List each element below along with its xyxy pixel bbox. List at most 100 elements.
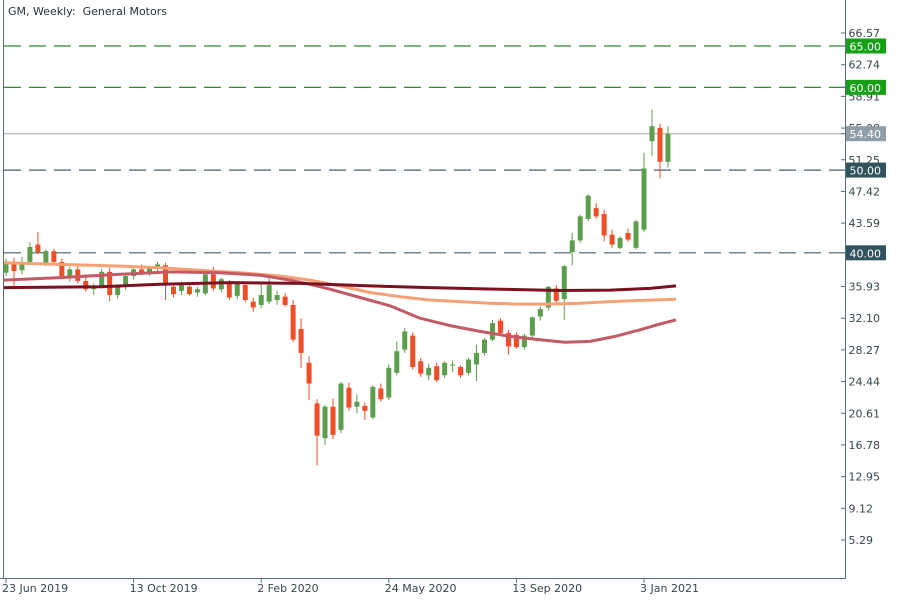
candle-down	[170, 283, 176, 298]
current-price-badge[interactable]: 54.40	[841, 126, 886, 142]
y-tick-label: 24.44	[849, 376, 881, 389]
candle-down	[497, 318, 503, 335]
svg-text:54.40: 54.40	[850, 128, 882, 141]
candle-down	[51, 248, 57, 265]
level-price-badge[interactable]: 40.00	[841, 245, 886, 261]
candle-up	[19, 256, 25, 275]
price-badges-layer[interactable]: 65.00 60.00 54.40 50.00 40.00	[841, 38, 886, 261]
candle-up	[665, 126, 671, 168]
candle-up	[482, 338, 487, 356]
candle-down	[290, 299, 296, 343]
candle-up	[322, 405, 328, 445]
price-levels-layer[interactable]	[4, 45, 846, 254]
candle-up	[577, 214, 583, 243]
candle-up	[489, 319, 495, 342]
candle-up	[466, 357, 472, 376]
candle-up	[370, 385, 376, 420]
ma-salmon-line[interactable]	[3, 261, 677, 306]
candle-down	[250, 297, 256, 312]
y-tick-label: 16.78	[849, 439, 881, 452]
candle-up	[123, 273, 129, 291]
ma-rose-line[interactable]	[3, 270, 677, 344]
level-price-badge[interactable]: 50.00	[841, 162, 886, 178]
level-price-badge[interactable]: 65.00	[841, 38, 886, 54]
y-tick-label: 20.61	[849, 407, 881, 420]
candle-up	[386, 364, 392, 401]
candle-down	[346, 382, 352, 411]
candle-down	[609, 229, 615, 248]
candle-down	[298, 318, 304, 368]
candle-down	[434, 362, 440, 382]
ma-maroon	[3, 281, 677, 292]
candle-up	[450, 360, 456, 372]
candle-up	[585, 194, 591, 222]
x-tick-label: 3 Jan 2021	[640, 582, 699, 595]
x-tick-label: 13 Oct 2019	[130, 582, 198, 595]
candle-up	[218, 277, 224, 293]
candle-down	[59, 258, 65, 280]
candle-down	[553, 285, 559, 303]
candle-up	[234, 281, 240, 300]
svg-text:40.00: 40.00	[850, 247, 882, 260]
candle-down	[505, 329, 511, 355]
candle-down	[75, 266, 81, 284]
y-tick-label: 62.74	[849, 59, 881, 72]
candle-up	[569, 232, 575, 266]
candle-up	[617, 236, 623, 250]
candle-down	[282, 293, 288, 307]
ma-rose	[3, 270, 677, 344]
level-price-badge[interactable]: 60.00	[841, 79, 886, 95]
candle-up	[442, 361, 448, 378]
candle-up	[394, 341, 400, 376]
candle-down	[378, 383, 384, 402]
candle-up	[338, 381, 344, 434]
candle-up	[426, 363, 432, 381]
candle-down	[314, 399, 320, 466]
candle-up	[641, 152, 647, 233]
svg-text:60.00: 60.00	[850, 82, 882, 95]
candle-down	[593, 203, 599, 219]
candle-down	[410, 332, 416, 370]
y-tick-label: 9.12	[849, 502, 874, 515]
candle-up	[3, 258, 9, 276]
candle-down	[601, 209, 607, 242]
candle-down	[513, 332, 519, 349]
candle-down	[418, 357, 424, 377]
y-tick-label: 43.59	[849, 217, 881, 230]
y-tick-label: 5.29	[849, 534, 874, 547]
candle-up	[649, 109, 655, 157]
y-tick-label: 66.57	[849, 27, 881, 40]
candle-down	[107, 267, 113, 302]
candle-down	[458, 365, 464, 378]
y-tick-label: 28.27	[849, 344, 881, 357]
candles-layer	[3, 109, 671, 466]
candle-up	[561, 265, 567, 320]
x-tick-label: 23 Jun 2019	[2, 582, 68, 595]
candle-up	[402, 328, 408, 353]
candle-up	[474, 344, 480, 382]
candle-up	[633, 219, 639, 250]
candle-up	[194, 286, 200, 297]
candle-up	[91, 283, 97, 296]
candle-up	[274, 290, 280, 305]
candle-down	[362, 402, 368, 420]
y-tick-label: 32.10	[849, 312, 881, 325]
candle-up	[529, 316, 535, 339]
x-axis[interactable]: 23 Jun 2019 13 Oct 2019 2 Feb 2020 24 May 2…	[2, 578, 699, 596]
y-tick-label: 35.93	[849, 281, 881, 294]
chart-symbol-label: GM, Weekly: General Motors	[8, 5, 167, 18]
x-tick-label: 13 Sep 2020	[512, 582, 582, 595]
svg-text:50.00: 50.00	[850, 165, 882, 178]
ma-maroon-line[interactable]	[3, 281, 677, 292]
x-tick-label: 2 Feb 2020	[257, 582, 318, 595]
candle-up	[67, 266, 73, 282]
candle-up	[258, 281, 264, 309]
candle-up	[537, 306, 543, 321]
candle-up	[27, 242, 33, 265]
candle-down	[330, 398, 336, 439]
candle-down	[657, 123, 663, 179]
y-axis[interactable]: 66.5762.7458.9155.0851.2547.4243.5935.93…	[841, 27, 880, 547]
x-tick-label: 24 May 2020	[385, 582, 457, 595]
